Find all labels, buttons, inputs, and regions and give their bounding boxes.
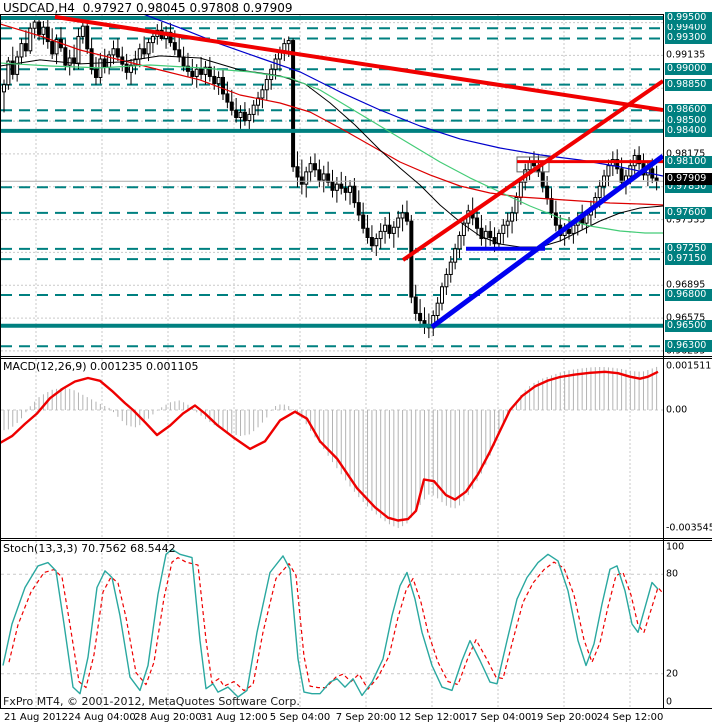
- time-axis-label: 17 Sep 04:00: [464, 712, 532, 723]
- price-grid-label: 0.96575: [666, 312, 706, 324]
- price-level-badge: 0.99500: [665, 11, 712, 24]
- price-grid-label: 0.96895: [666, 279, 706, 291]
- price-level-badge: 0.98100: [665, 155, 712, 168]
- stoch-axis-label: 0: [666, 696, 673, 708]
- stoch-axis-label: 80: [666, 568, 679, 580]
- price-level-badge: 0.98600: [665, 104, 712, 117]
- price-level-badge: 0.97250: [665, 242, 712, 255]
- price-grid-label: 0.97535: [666, 214, 706, 226]
- price-level-badge: 0.97150: [665, 253, 712, 266]
- price-level-badge: 0.98850: [665, 78, 712, 91]
- time-axis-label: 24 Sep 12:00: [596, 712, 664, 723]
- time-axis-label: 24 Aug 04:00: [68, 712, 136, 723]
- macd-axis-label: 0.00: [666, 404, 688, 416]
- macd-axis-label: -0.003545: [666, 522, 712, 534]
- time-axis-label: 19 Sep 20:00: [530, 712, 598, 723]
- price-level-badge: 0.98400: [665, 124, 712, 137]
- macd-axis-label: 0.001511: [666, 360, 712, 372]
- current-price-badge: 0.97909: [665, 173, 712, 186]
- stoch-axis-label: 100: [666, 541, 685, 553]
- price-grid-label: 0.99135: [666, 49, 706, 61]
- price-level-badge: 0.96500: [665, 319, 712, 332]
- time-axis-label: 12 Sep 12:00: [398, 712, 466, 723]
- time-axis-label: 21 Aug 2012: [3, 712, 69, 723]
- price-level-badge: 0.99400: [665, 22, 712, 35]
- stoch-axis-label: 20: [666, 668, 679, 680]
- price-grid-label: 0.98175: [666, 148, 706, 160]
- price-level-badge: 0.96800: [665, 288, 712, 301]
- time-axis-label: 31 Aug 12:00: [200, 712, 268, 723]
- time-axis-label: 28 Aug 20:00: [134, 712, 202, 723]
- copyright-label: FxPro MT4, © 2001-2012, MetaQuotes Softw…: [3, 695, 300, 708]
- chart-title: USDCAD,H4 0.97927 0.98045 0.97808 0.9790…: [3, 1, 293, 15]
- price-level-badge: 0.97600: [665, 206, 712, 219]
- price-level-badge: 0.98500: [665, 114, 712, 127]
- price-level-badge: 0.99000: [665, 63, 712, 76]
- stoch-indicator-label: Stoch(13,3,3) 70.7562 68.5442: [3, 542, 176, 555]
- macd-indicator-label: MACD(12,26,9) 0.001235 0.001105: [3, 360, 199, 373]
- price-level-badge: 0.96300: [665, 340, 712, 353]
- time-axis-label: 7 Sep 20:00: [335, 712, 397, 723]
- time-axis-label: 5 Sep 04:00: [269, 712, 331, 723]
- price-level-badge: 0.99300: [665, 32, 712, 45]
